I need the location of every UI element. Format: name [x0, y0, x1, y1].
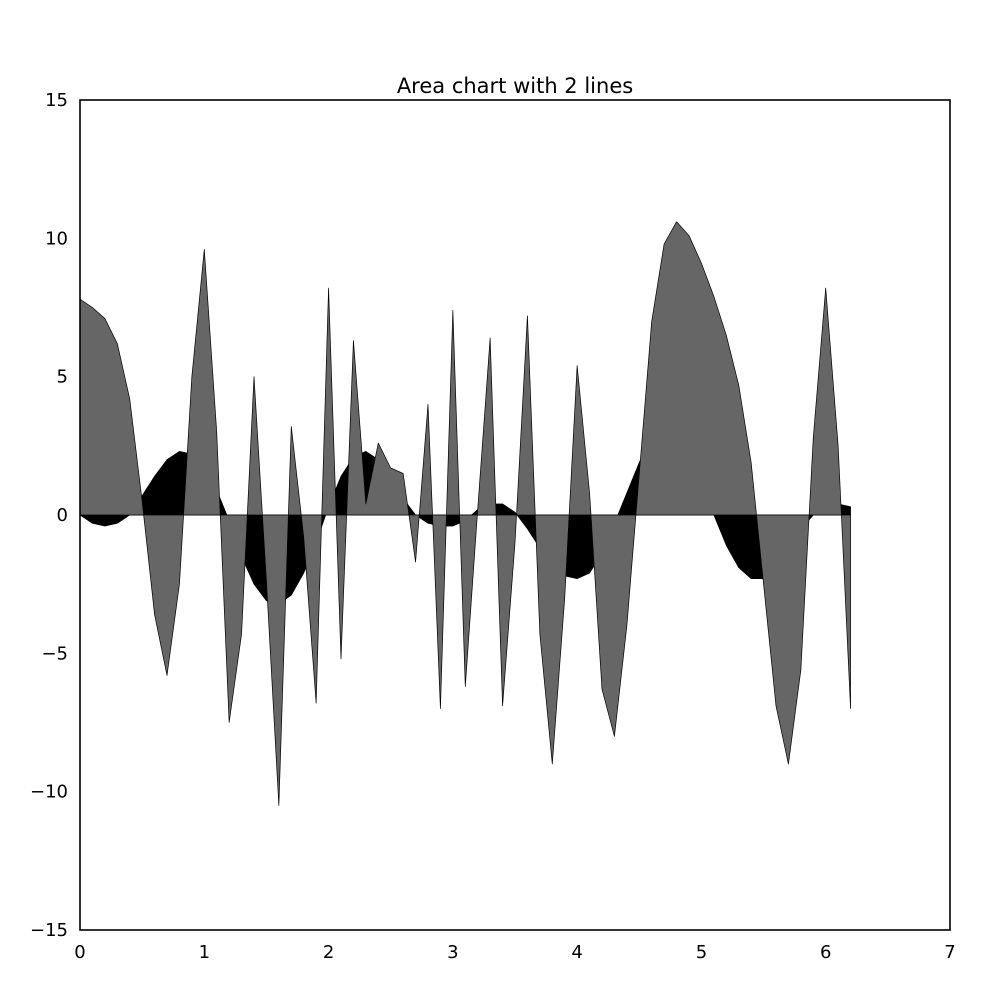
y-tick-label: −10	[30, 782, 68, 803]
area-series-2	[79, 221, 851, 806]
series-layer	[79, 221, 851, 806]
y-tick-label: 5	[57, 367, 68, 388]
x-tick-label: 3	[447, 942, 458, 963]
x-tick-label: 4	[571, 942, 582, 963]
y-tick-label: 10	[45, 228, 68, 249]
x-tick-label: 1	[199, 942, 210, 963]
plot-frame	[79, 99, 951, 931]
x-tick-label: 2	[323, 942, 334, 963]
x-tick-label: 5	[696, 942, 707, 963]
chart-title: Area chart with 2 lines	[397, 74, 633, 98]
x-tick-label: 6	[820, 942, 831, 963]
x-tick-label: 7	[944, 942, 955, 963]
y-tick-label: 15	[45, 90, 68, 111]
y-tick-label: −15	[30, 920, 68, 941]
x-tick-label: 0	[74, 942, 85, 963]
y-tick-label: −5	[41, 643, 68, 664]
y-tick-label: 0	[57, 505, 68, 526]
tick-layer: 0 1 2 3 4 5 6 7 −15 −10 −5 0 5 10 15	[30, 90, 956, 963]
